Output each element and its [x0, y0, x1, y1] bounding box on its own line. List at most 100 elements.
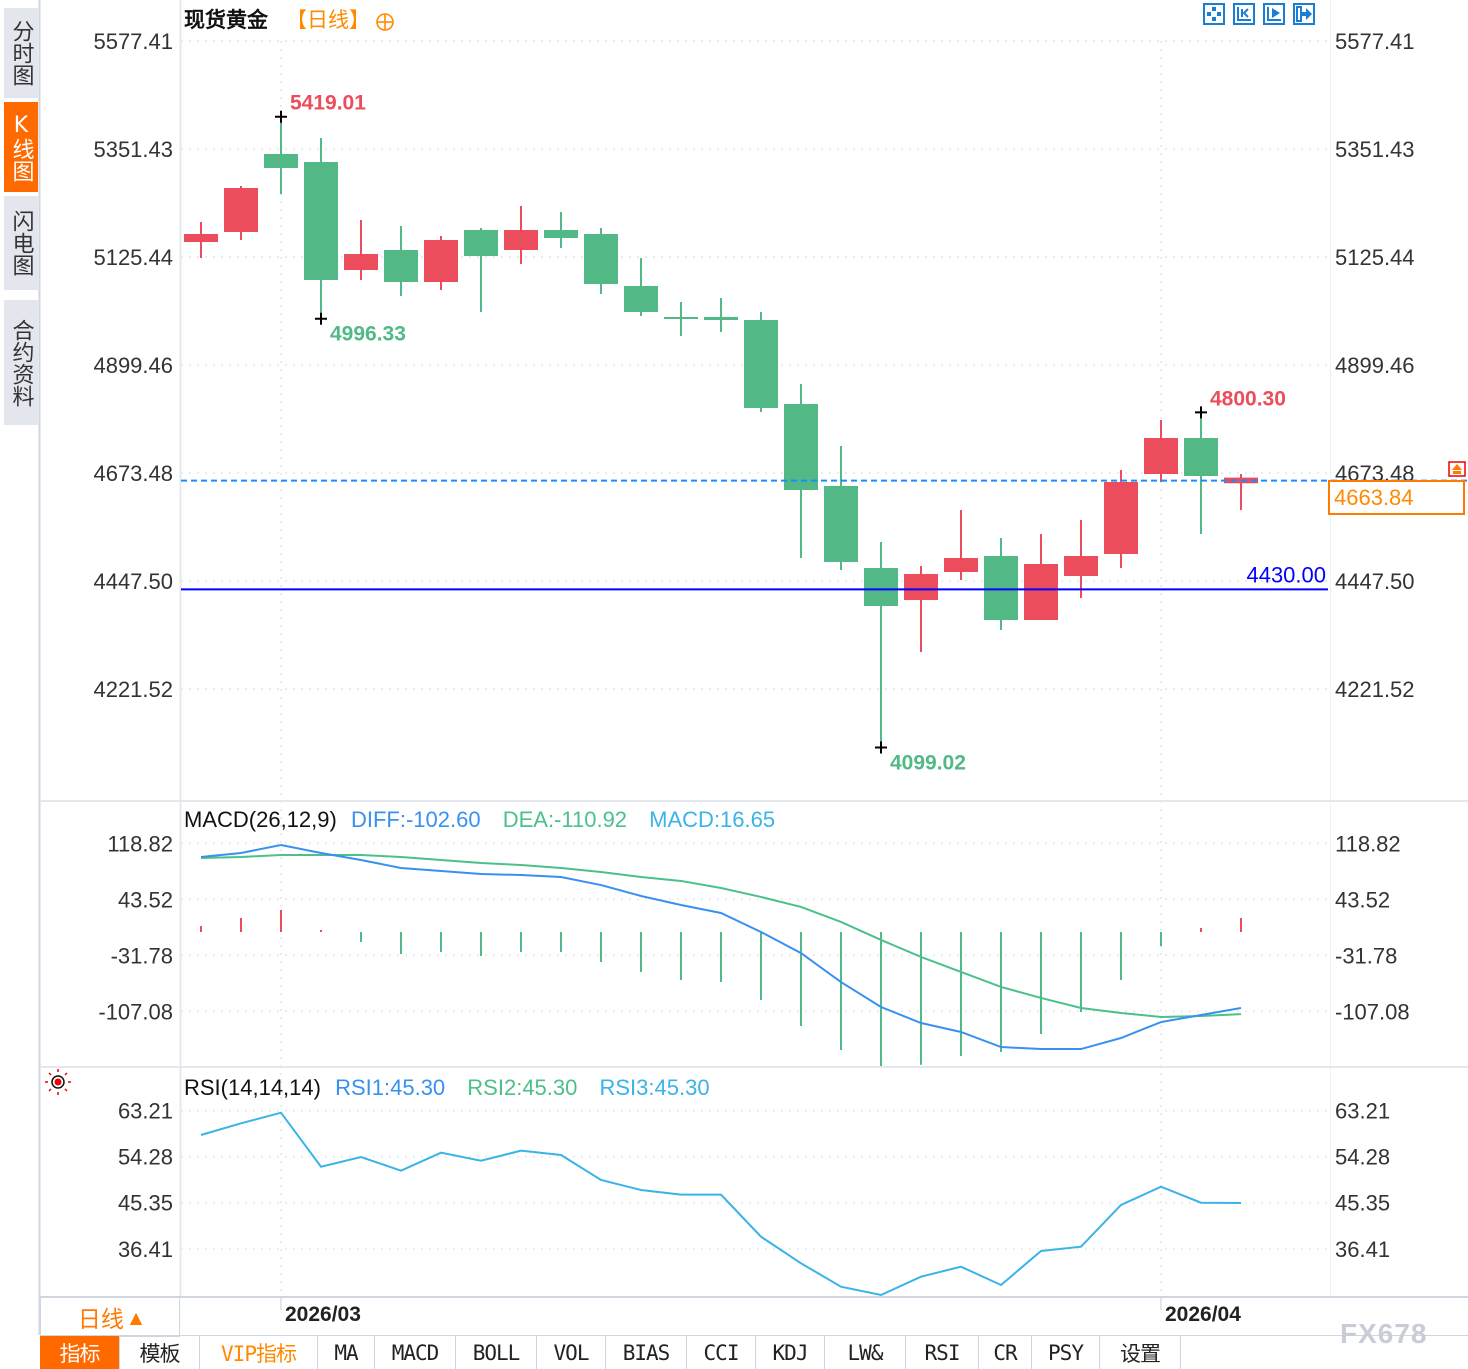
candle — [744, 311, 778, 413]
macd-legend: MACD(26,12,9) DIFF:-102.60 DEA:-110.92 M… — [184, 807, 775, 832]
toolbar-item[interactable]: 模板 — [120, 1336, 200, 1369]
extreme-marker — [315, 312, 327, 325]
indicator-toolbar: 指标 模板 VIP指标 MA MACD BOLL VOL BIAS CCI KDJ LW& RSI CR… — [40, 1335, 1468, 1369]
candle-body — [904, 574, 938, 601]
candle — [864, 542, 898, 748]
candle — [264, 116, 298, 194]
instrument-title: 现货黄金 — [184, 8, 269, 32]
price-right-tick-label: 4447.50 — [1335, 569, 1415, 594]
low-price-label: 4099.02 — [890, 752, 966, 775]
rsi-right-tick-label: 63.21 — [1335, 1099, 1390, 1124]
candle — [1024, 534, 1058, 621]
toolbar-item-vip[interactable]: VIP指标 — [200, 1336, 318, 1369]
rsi-chart — [200, 1111, 1242, 1297]
toolbar-item[interactable]: 指标 — [40, 1336, 120, 1369]
chart-tool-icons — [1203, 3, 1315, 25]
candle-body — [1184, 438, 1218, 477]
candle-body — [504, 230, 538, 250]
high-price-label: 4800.30 — [1210, 387, 1286, 410]
candle — [904, 566, 938, 653]
price-left-tick-label: 5125.44 — [93, 245, 173, 270]
price-left-tick-label: 5577.41 — [93, 29, 173, 54]
macd-plot — [200, 844, 1242, 1066]
reference-line-label: 4430.00 — [1246, 562, 1326, 587]
triangle-up-icon: ▲ — [129, 1307, 143, 1327]
macd-chart — [200, 844, 1242, 1066]
toolbar-item-cr[interactable]: CR — [979, 1336, 1032, 1369]
macd-right-tick-label: 43.52 — [1335, 887, 1390, 912]
rsi-right-tick-label: 45.35 — [1335, 1191, 1390, 1216]
candle — [504, 205, 538, 265]
candle-body — [664, 317, 698, 320]
rsi-legend-rsi1: RSI1:45.30 — [335, 1075, 445, 1100]
toolbar-item-boll[interactable]: BOLL — [456, 1336, 537, 1369]
candle — [224, 186, 258, 241]
rsi-legend: RSI(14,14,14) RSI1:45.30 RSI2:45.30 RSI3… — [184, 1075, 710, 1100]
toolbar-item-bias[interactable]: BIAS — [606, 1336, 687, 1369]
zoom-range-left-icon[interactable] — [1233, 3, 1255, 25]
price-left-tick-label: 4899.46 — [93, 353, 173, 378]
extreme-marker — [1195, 406, 1207, 419]
candle — [1184, 412, 1218, 535]
circle-plus-icon[interactable] — [376, 13, 394, 31]
sidebar-tab-timeshare[interactable]: 分时图 — [4, 8, 38, 98]
candle — [1104, 469, 1138, 569]
crosshair-icon[interactable] — [1203, 3, 1225, 25]
candle-body — [584, 233, 618, 285]
toolbar-item-vol[interactable]: VOL — [537, 1336, 606, 1369]
toolbar-item[interactable]: 设置 — [1100, 1336, 1181, 1369]
macd-legend-title: MACD(26,12,9) — [184, 807, 337, 832]
macd-left-tick-label: 118.82 — [107, 831, 173, 856]
candle-body — [824, 485, 858, 562]
candle-body — [1024, 563, 1058, 621]
rsi-line — [200, 1111, 1242, 1297]
toolbar-item-macd[interactable]: MACD — [375, 1336, 456, 1369]
sidebar-tab-flash[interactable]: 闪电图 — [4, 196, 38, 290]
candle-body — [744, 320, 778, 408]
price-left-tick-label: 4673.48 — [93, 461, 173, 486]
extreme-marker — [275, 110, 287, 123]
jump-latest-icon[interactable] — [1293, 3, 1315, 25]
rsi-left-tick-label: 45.35 — [118, 1191, 173, 1216]
chart-canvas[interactable]: 4430.00 5419.01 4996.33 4099.02 4800.30 5577… — [0, 0, 1468, 1335]
toolbar-item-kdj[interactable]: KDJ — [756, 1336, 825, 1369]
candle — [984, 537, 1018, 630]
candle — [384, 226, 418, 297]
period-selector[interactable]: 日线 ▲ — [40, 1297, 180, 1337]
alert-icon[interactable] — [1448, 461, 1466, 477]
candle-body — [1144, 438, 1178, 475]
sun-settings-icon[interactable] — [45, 1069, 71, 1095]
macd-right-tick-label: -31.78 — [1335, 943, 1397, 968]
candle — [344, 219, 378, 281]
candle-body — [944, 558, 978, 573]
toolbar-item-rsi[interactable]: RSI — [906, 1336, 979, 1369]
macd-left-tick-label: -31.78 — [111, 943, 173, 968]
macd-right-tick-label: -107.08 — [1335, 999, 1410, 1024]
macd-left-tick-label: 43.52 — [118, 887, 173, 912]
toolbar-item-psy[interactable]: PSY — [1032, 1336, 1100, 1369]
price-left-tick-label: 4221.52 — [93, 677, 173, 702]
candle — [624, 258, 658, 316]
rsi-legend-rsi3: RSI3:45.30 — [600, 1075, 710, 1100]
toolbar-item-lw[interactable]: LW& — [825, 1336, 906, 1369]
candle-body — [704, 316, 738, 321]
candle-body — [304, 162, 338, 281]
gridlines — [181, 40, 1330, 1297]
sidebar-tab-kline[interactable]: K线图 — [4, 102, 38, 192]
toolbar-item-cci[interactable]: CCI — [687, 1336, 756, 1369]
toolbar-item-ma[interactable]: MA — [318, 1336, 375, 1369]
sidebar-tab-contract-info[interactable]: 合约资料 — [4, 300, 38, 425]
last-price-box — [1328, 480, 1465, 515]
fx678-watermark: FX678 — [1340, 1318, 1428, 1349]
candle — [664, 301, 698, 337]
candle-body — [264, 153, 298, 168]
candle — [464, 228, 498, 312]
candle — [1064, 520, 1098, 599]
rsi-right-tick-label: 54.28 — [1335, 1145, 1390, 1170]
candle-body — [864, 568, 898, 607]
play-forward-icon[interactable] — [1263, 3, 1285, 25]
price-right-tick-label: 5577.41 — [1335, 29, 1415, 54]
candle-body — [464, 230, 498, 257]
price-right-tick-label: 4221.52 — [1335, 677, 1415, 702]
price-right-tick-label: 5351.43 — [1335, 137, 1415, 162]
